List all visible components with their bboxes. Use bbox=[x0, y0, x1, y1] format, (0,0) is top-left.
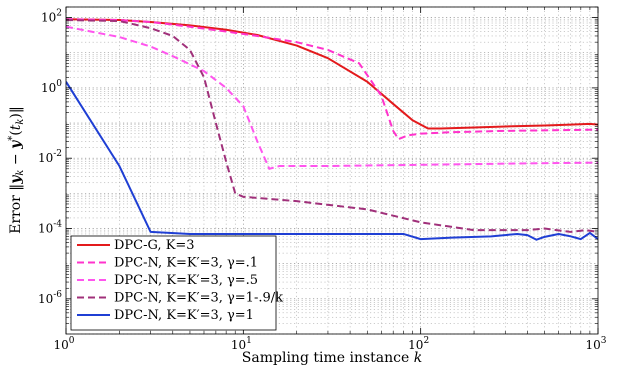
series-line-3 bbox=[66, 25, 598, 170]
x-tick-label: 101 bbox=[231, 336, 252, 352]
legend-label-1: DPC-G, K=3 bbox=[114, 238, 195, 253]
series-line-1 bbox=[66, 18, 598, 130]
legend-label-4: DPC-N, K=K′=3, γ=1-.9/k bbox=[114, 291, 283, 306]
tick-labels: 100 101 102 103 10-6 10-4 10-2 100 102 bbox=[38, 9, 607, 352]
series-group bbox=[66, 18, 598, 241]
legend-label-5: DPC-N, K=K′=3, γ=1 bbox=[114, 308, 254, 323]
legend: DPC-G, K=3 DPC-N, K=K′=3, γ=.1 DPC-N, K=K′… bbox=[70, 235, 283, 331]
ticks bbox=[65, 6, 599, 334]
x-tick-label: 103 bbox=[585, 336, 606, 352]
legend-label-3: DPC-N, K=K′=3, γ=.5 bbox=[114, 273, 258, 288]
plot-frame bbox=[65, 6, 599, 335]
x-tick-label: 102 bbox=[408, 336, 429, 352]
y-tick-label: 10-4 bbox=[38, 220, 62, 236]
grid bbox=[65, 6, 598, 335]
x-axis-label: Sampling time instance k bbox=[242, 350, 422, 366]
y-tick-label: 10-6 bbox=[38, 290, 62, 306]
y-tick-label: 100 bbox=[41, 79, 62, 95]
legend-label-2: DPC-N, K=K′=3, γ=.1 bbox=[114, 256, 258, 271]
series-line-5 bbox=[66, 81, 598, 241]
x-tick-label: 100 bbox=[53, 336, 74, 352]
svg-text:Error ‖yk − y*(tk)‖: Error ‖yk − y*(tk)‖ bbox=[7, 106, 26, 234]
y-tick-label: 102 bbox=[41, 9, 62, 25]
series-line-4 bbox=[66, 19, 598, 233]
y-axis-label: Error ‖yk − y*(tk)‖ bbox=[7, 106, 26, 234]
y-tick-label: 10-2 bbox=[38, 149, 62, 165]
